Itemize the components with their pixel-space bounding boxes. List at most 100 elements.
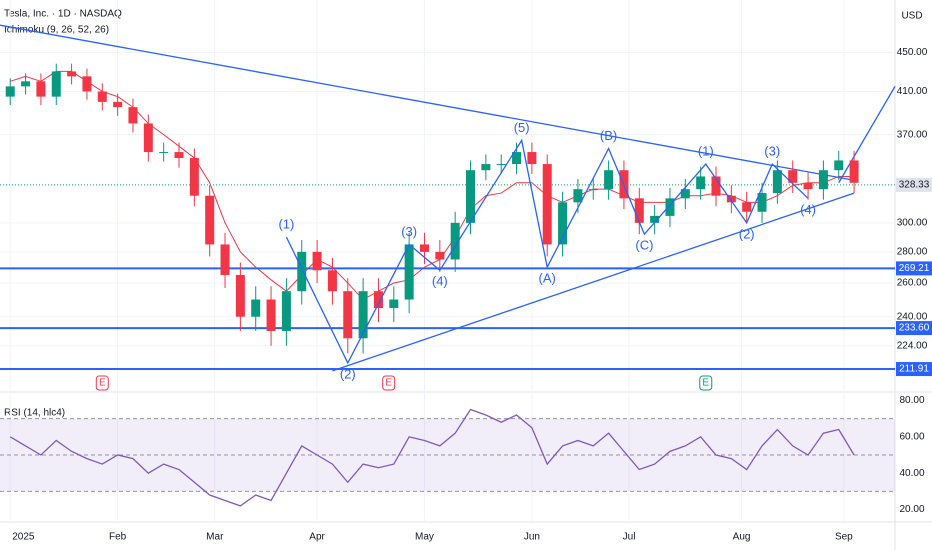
candle-body xyxy=(803,182,813,190)
wave-label: (3) xyxy=(401,224,417,239)
candle-body xyxy=(159,152,169,154)
wave-label: (2) xyxy=(739,226,755,241)
y-tick-label: 240.00 xyxy=(897,311,928,322)
candle-body xyxy=(650,215,660,223)
candle-body xyxy=(21,81,31,87)
candle-body xyxy=(450,222,460,260)
wave-label: (1) xyxy=(698,144,714,159)
candle-body xyxy=(573,189,583,203)
candle-body xyxy=(419,244,429,252)
candle-body xyxy=(558,202,568,245)
wave-label: (B) xyxy=(600,128,617,143)
last-price-bg xyxy=(896,177,932,192)
candle-body xyxy=(772,170,782,194)
candle-body xyxy=(343,291,353,339)
rsi-tick-label: 60.00 xyxy=(899,431,924,442)
level-label: 233.60 xyxy=(899,323,930,334)
candle-body xyxy=(266,299,276,331)
x-tick-label: Sep xyxy=(835,532,853,543)
candle-body xyxy=(389,299,399,309)
earnings-marker xyxy=(95,375,109,391)
candle-body xyxy=(726,195,736,203)
candle-body xyxy=(205,195,215,245)
candle-body xyxy=(466,170,476,223)
candle-body xyxy=(358,291,368,339)
rsi-title: RSI (14, hlc4) xyxy=(4,408,65,419)
candle-body xyxy=(128,107,138,124)
candle-body xyxy=(512,152,522,165)
candle-body xyxy=(481,164,491,171)
level-label-bg xyxy=(896,261,932,276)
candle-body xyxy=(235,275,245,317)
candle-body xyxy=(711,176,721,196)
x-tick-label: Jul xyxy=(623,532,636,543)
x-tick-label: Feb xyxy=(109,532,127,543)
level-label-bg xyxy=(896,321,932,336)
earnings-label: E xyxy=(99,378,106,389)
candle-body xyxy=(220,244,230,276)
candle-body xyxy=(404,244,414,300)
wave-label: (3) xyxy=(764,144,780,159)
x-tick-label: 2025 xyxy=(12,532,35,543)
wave-line xyxy=(285,138,809,365)
y-tick-label: 260.00 xyxy=(897,278,928,289)
candle-body xyxy=(588,189,598,191)
wave-label: (C) xyxy=(635,238,653,253)
wave-label: (4) xyxy=(432,274,448,289)
y-tick-label: 224.00 xyxy=(897,340,928,351)
candle-body xyxy=(312,251,322,271)
candle-body xyxy=(604,170,614,190)
trendline xyxy=(332,192,855,372)
trendline xyxy=(838,86,896,184)
rsi-tick-label: 40.00 xyxy=(899,468,924,479)
x-tick-label: May xyxy=(415,532,434,543)
wave-label: (1) xyxy=(278,217,294,232)
rsi-tick-label: 80.00 xyxy=(899,395,924,406)
earnings-marker xyxy=(382,375,396,391)
y-tick-label: 370.00 xyxy=(897,129,928,140)
wave-label: (A) xyxy=(539,271,556,286)
rsi-line xyxy=(9,408,855,507)
candle-body xyxy=(36,81,46,97)
candle-body xyxy=(834,160,844,171)
candle-body xyxy=(373,291,383,309)
candle-body xyxy=(527,152,537,165)
last-price-label: 328.33 xyxy=(899,180,930,191)
candle-body xyxy=(680,189,690,199)
level-label: 211.91 xyxy=(899,364,929,375)
candle-body xyxy=(849,160,859,183)
candle-body xyxy=(174,152,184,159)
candle-body xyxy=(189,158,199,196)
candle-body xyxy=(634,198,644,223)
x-tick-label: Jun xyxy=(524,532,540,543)
candle-body xyxy=(51,71,61,97)
indicator-label: Ichimoku (9, 26, 52, 26) xyxy=(4,25,109,36)
earnings-label: E xyxy=(385,378,392,389)
rsi-tick-label: 20.00 xyxy=(899,504,924,515)
trendline xyxy=(0,24,855,181)
candle-body xyxy=(97,91,107,102)
candle-body xyxy=(113,101,123,108)
wave-label: (2) xyxy=(340,366,356,381)
x-tick-label: Apr xyxy=(309,532,325,543)
candle-body xyxy=(818,170,828,190)
candle-body xyxy=(143,123,153,153)
x-tick-label: Mar xyxy=(206,532,224,543)
candle-body xyxy=(542,164,552,245)
rsi-band-fill xyxy=(0,418,895,492)
candle-body xyxy=(665,198,675,216)
candle-body xyxy=(297,251,307,292)
y-tick-label: 410.00 xyxy=(897,86,928,97)
candle-body xyxy=(496,164,506,166)
candle-body xyxy=(788,170,798,183)
y-tick-label: 280.00 xyxy=(897,247,928,258)
chart-title: Tesla, Inc. · 1D · NASDAQ xyxy=(4,9,122,20)
level-label-bg xyxy=(896,362,932,377)
earnings-marker xyxy=(699,375,713,391)
candle-body xyxy=(251,299,261,317)
x-tick-label: Aug xyxy=(733,532,751,543)
candle-body xyxy=(281,291,291,331)
currency: USD xyxy=(901,11,922,22)
candle-body xyxy=(82,76,92,92)
